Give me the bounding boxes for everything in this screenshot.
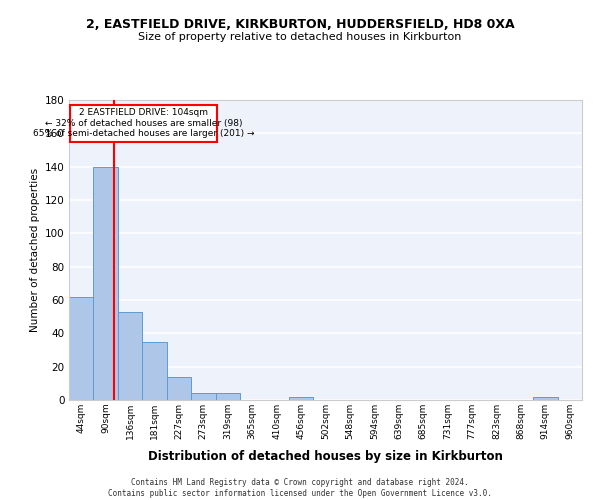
Text: 2, EASTFIELD DRIVE, KIRKBURTON, HUDDERSFIELD, HD8 0XA: 2, EASTFIELD DRIVE, KIRKBURTON, HUDDERSF…: [86, 18, 514, 30]
Bar: [215, 394, 240, 400]
Text: 2 EASTFIELD DRIVE: 104sqm
← 32% of detached houses are smaller (98)
65% of semi-: 2 EASTFIELD DRIVE: 104sqm ← 32% of detac…: [33, 108, 254, 138]
Bar: [533, 396, 557, 400]
X-axis label: Distribution of detached houses by size in Kirkburton: Distribution of detached houses by size …: [148, 450, 503, 464]
Bar: [167, 376, 191, 400]
Text: Contains HM Land Registry data © Crown copyright and database right 2024.
Contai: Contains HM Land Registry data © Crown c…: [108, 478, 492, 498]
Bar: [142, 342, 167, 400]
Y-axis label: Number of detached properties: Number of detached properties: [29, 168, 40, 332]
Bar: [191, 394, 215, 400]
FancyBboxPatch shape: [70, 105, 217, 142]
Bar: [289, 396, 313, 400]
Text: Size of property relative to detached houses in Kirkburton: Size of property relative to detached ho…: [139, 32, 461, 42]
Bar: [94, 166, 118, 400]
Bar: [118, 312, 142, 400]
Bar: [69, 296, 94, 400]
